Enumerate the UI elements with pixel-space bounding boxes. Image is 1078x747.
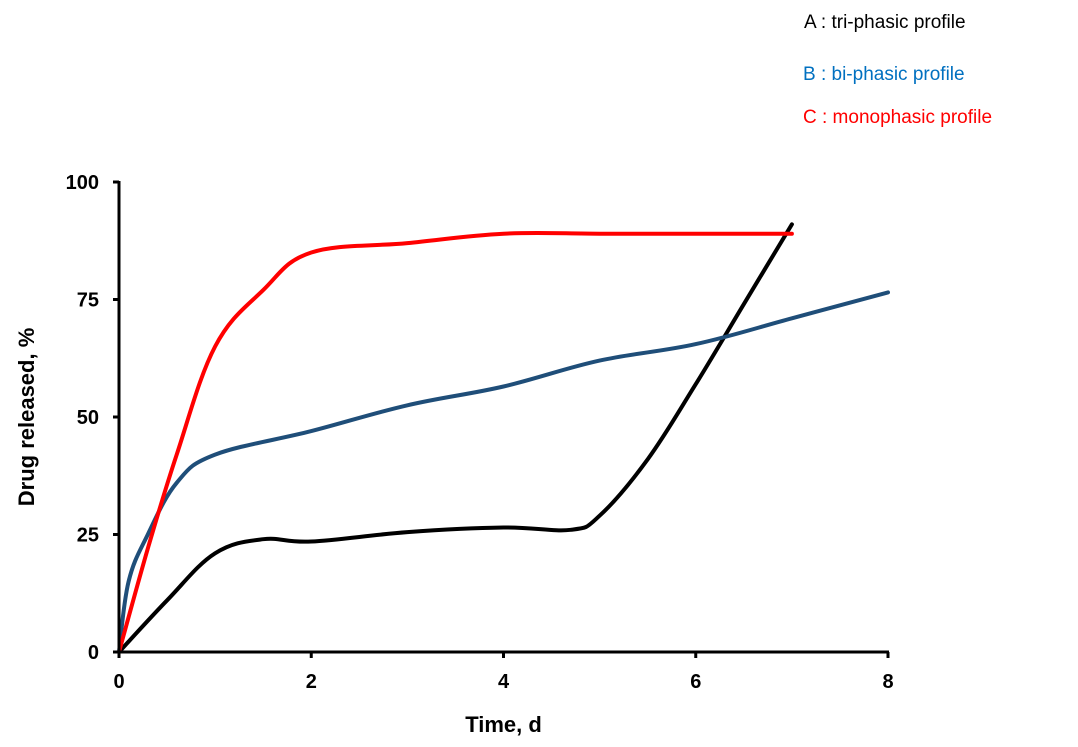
ticks-layer: 0 25 50 75 100 0 2 4 6 8 xyxy=(66,172,894,693)
legend-entry-c: C : monophasic profile xyxy=(803,107,993,128)
y-axis-title: Drug released, % xyxy=(14,328,39,507)
series-layer xyxy=(117,222,890,654)
x-tick-label: 8 xyxy=(882,671,893,693)
legend-entry-a: A : tri-phasic profile xyxy=(804,12,966,33)
x-tick-label: 0 xyxy=(113,671,124,693)
y-tick-label: 100 xyxy=(66,172,99,194)
series-line-c xyxy=(117,230,794,654)
x-tick-label: 2 xyxy=(306,671,317,693)
x-axis-title: Time, d xyxy=(465,712,542,737)
y-tick-label: 25 xyxy=(77,525,99,547)
y-tick-label: 50 xyxy=(77,407,99,429)
y-tick-label: 75 xyxy=(77,290,99,312)
x-tick-label: 4 xyxy=(498,671,510,693)
x-tick-label: 6 xyxy=(690,671,701,693)
series-line-b xyxy=(117,290,890,654)
series-line-a xyxy=(117,222,794,654)
legend-entry-b: B : bi-phasic profile xyxy=(803,64,965,85)
y-tick-label: 0 xyxy=(88,642,99,664)
